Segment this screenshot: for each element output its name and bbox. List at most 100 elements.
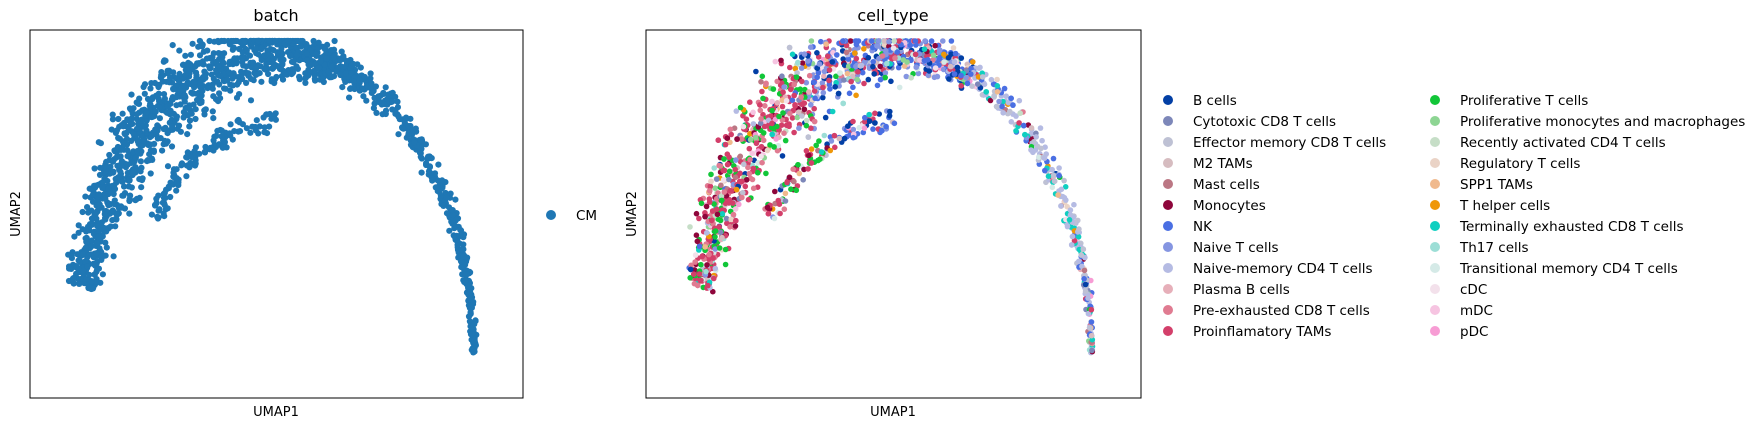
batch-point: [83, 238, 90, 245]
cell-type-point: [760, 130, 767, 136]
batch-point: [113, 215, 120, 222]
cell-type-point: [737, 153, 744, 160]
cell-type-legend-item-label: Terminally exhausted CD8 T cells: [1459, 219, 1684, 235]
cell-type-point: [948, 38, 955, 44]
cell-type-point: [831, 132, 838, 139]
cell-type-point: [799, 78, 805, 85]
batch-point: [119, 178, 126, 185]
cell-type-point: [774, 123, 780, 130]
batch-point: [85, 209, 92, 216]
cell-type-point: [820, 94, 826, 101]
cell-type-point: [714, 211, 721, 218]
cell-type-point: [847, 38, 854, 44]
cell-type-point: [994, 89, 1001, 95]
batch-point: [143, 127, 150, 134]
batch-point: [152, 201, 159, 209]
cell-type-point: [749, 150, 755, 157]
cell-type-title: cell_type: [857, 6, 928, 26]
batch-point: [82, 258, 89, 265]
batch-point: [399, 125, 406, 132]
batch-point: [221, 139, 228, 146]
cell-type-point: [877, 63, 883, 70]
cell-type-point: [811, 79, 817, 86]
cell-type-point: [821, 73, 827, 79]
cell-type-legend-item-marker: [1163, 242, 1173, 252]
batch-point: [156, 115, 163, 122]
cell-type-point: [820, 84, 826, 91]
cell-type-point: [813, 142, 819, 149]
batch-point: [293, 51, 301, 59]
cell-type-point: [733, 186, 740, 193]
cell-type-point: [874, 82, 881, 89]
batch-legend-item-marker: [546, 210, 556, 220]
cell-type-point: [907, 42, 914, 49]
cell-type-point: [834, 52, 840, 58]
cell-type-point: [792, 102, 798, 108]
cell-type-point: [739, 194, 745, 201]
cell-type-point: [1003, 93, 1009, 99]
cell-type-point: [876, 111, 882, 117]
cell-type-point: [872, 110, 878, 117]
cell-type-point: [769, 131, 775, 138]
batch-point: [126, 195, 133, 202]
cell-type-point: [954, 64, 961, 71]
cell-type-point: [808, 38, 815, 44]
cell-type-legend-item-label: Regulatory T cells: [1460, 156, 1580, 172]
cell-type-point: [1088, 319, 1095, 325]
cell-type-point: [781, 84, 787, 90]
batch-point: [135, 137, 142, 144]
batch-point: [229, 136, 236, 143]
cell-type-point: [724, 161, 731, 168]
batch-point: [170, 86, 177, 93]
cell-type-point: [774, 100, 781, 106]
cell-type-legend-item-label: B cells: [1193, 93, 1237, 109]
batch-point: [303, 57, 310, 64]
cell-type-point: [881, 42, 888, 48]
cell-type-point: [755, 169, 761, 176]
batch-point: [217, 72, 224, 79]
cell-type-point: [1082, 288, 1089, 295]
batch-point: [97, 140, 104, 147]
cell-type-point: [814, 74, 820, 81]
batch-point: [192, 63, 199, 70]
cell-type-point: [694, 282, 701, 289]
cell-type-point: [845, 63, 852, 69]
cell-type-point: [739, 178, 745, 185]
cell-type-point: [815, 70, 822, 76]
batch-point: [208, 71, 215, 78]
batch-point: [368, 89, 375, 96]
cell-type-point: [712, 234, 718, 240]
cell-type-legend-item-label: M2 TAMs: [1193, 156, 1253, 172]
batch-point: [167, 179, 174, 186]
cell-type-point: [818, 38, 824, 45]
batch-scatter-points: [65, 37, 480, 356]
batch-point: [182, 71, 189, 78]
batch-point: [214, 78, 221, 85]
batch-point: [256, 70, 263, 77]
cell-type-legend-item-label: Th17 cells: [1459, 240, 1529, 256]
cell-type-point: [843, 49, 850, 56]
batch-point: [180, 83, 187, 90]
cell-type-point: [779, 73, 785, 79]
batch-point: [239, 53, 246, 61]
batch-point: [103, 244, 110, 251]
batch-point: [184, 149, 191, 156]
cell-type-point: [963, 74, 969, 81]
batch-point: [109, 111, 116, 118]
batch-point: [225, 69, 233, 76]
cell-type-point: [1049, 184, 1056, 191]
batch-point: [152, 126, 159, 133]
cell-type-point: [819, 80, 826, 86]
cell-type-point: [786, 123, 792, 130]
cell-type-legend-item-marker: [1163, 200, 1173, 210]
cell-type-point: [968, 65, 974, 72]
cell-type-point: [726, 196, 733, 203]
batch-point: [470, 298, 477, 306]
cell-type-panel: cell_type UMAP1 UMAP2 B cells Cytotoxic C…: [625, 6, 1745, 420]
cell-type-point: [787, 86, 794, 93]
batch-point: [261, 65, 268, 72]
cell-type-point: [757, 120, 764, 127]
batch-point: [141, 81, 149, 88]
cell-type-point: [740, 189, 746, 196]
batch-point: [99, 271, 106, 278]
